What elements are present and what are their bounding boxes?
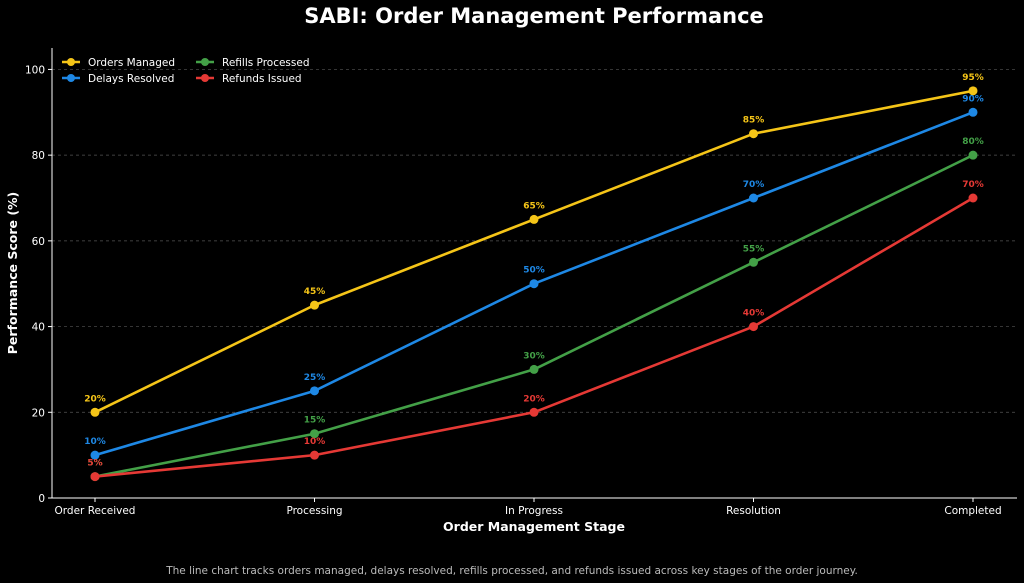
data-label-refills-processed-1: 15%	[304, 416, 326, 426]
data-point-orders-managed-3	[749, 129, 758, 139]
data-point-delays-resolved-3	[749, 193, 758, 203]
data-point-orders-managed-0	[90, 407, 100, 417]
data-label-refills-processed-0: 5%	[87, 459, 102, 469]
y-tick-label-100: 100	[25, 64, 45, 76]
data-label-orders-managed-3: 85%	[743, 116, 765, 126]
data-point-refills-processed-2	[529, 364, 539, 374]
data-point-refunds-issued-0	[90, 472, 100, 482]
series-line-refunds-issued	[93, 196, 975, 478]
x-tick-label-2: In Progress	[505, 505, 563, 517]
x-tick-label-4: Completed	[944, 505, 1001, 517]
x-tick-label-3: Resolution	[726, 505, 781, 517]
data-point-orders-managed-1	[310, 300, 319, 310]
chart-title: SABI: Order Management Performance	[304, 4, 764, 28]
data-label-refunds-issued-2: 20%	[523, 394, 545, 404]
series-lines	[90, 86, 978, 482]
x-axis-ticks: Order Received Processing In Progress Resol…	[55, 498, 1002, 517]
data-label-delays-resolved-1: 25%	[304, 373, 326, 383]
data-point-refunds-issued-3	[749, 322, 758, 332]
data-label-refunds-issued-3: 40%	[743, 309, 765, 319]
series-line-orders-managed	[93, 89, 975, 414]
data-point-refunds-issued-4	[968, 193, 978, 203]
data-label-delays-resolved-0: 10%	[84, 437, 106, 447]
data-point-orders-managed-4	[968, 86, 978, 96]
y-tick-label-20: 20	[32, 407, 45, 419]
data-label-orders-managed-1: 45%	[304, 287, 326, 297]
chart-caption: The line chart tracks orders managed, de…	[165, 565, 858, 577]
data-label-refunds-issued-4: 70%	[962, 180, 984, 190]
data-point-refunds-issued-2	[529, 407, 539, 417]
legend-marker-delays-resolved	[67, 74, 75, 82]
data-label-orders-managed-0: 20%	[84, 394, 106, 404]
y-tick-label-0: 0	[38, 493, 45, 505]
data-label-refills-processed-2: 30%	[523, 351, 545, 361]
data-labels: 20% 45% 65% 85% 95% 10% 25% 50% 70% 90% 5% 15% 30% 55…	[84, 73, 984, 469]
legend-label-refunds-issued: Refunds Issued	[222, 73, 302, 85]
data-point-delays-resolved-0	[90, 450, 100, 460]
legend: Orders Managed Delays Resolved Refills Pro…	[62, 57, 310, 85]
y-axis-ticks: 0 20 40 60 80 100	[25, 64, 52, 505]
data-point-refills-processed-3	[749, 257, 758, 267]
data-label-refills-processed-3: 55%	[743, 244, 765, 254]
data-point-refills-processed-1	[310, 429, 319, 439]
data-label-refills-processed-4: 80%	[962, 137, 984, 147]
data-point-refills-processed-4	[968, 150, 978, 160]
legend-label-refills-processed: Refills Processed	[222, 57, 310, 69]
y-tick-label-80: 80	[32, 150, 45, 162]
x-tick-label-0: Order Received	[55, 505, 136, 517]
legend-marker-orders-managed	[67, 58, 75, 66]
data-label-refunds-issued-1: 10%	[304, 437, 326, 447]
data-point-delays-resolved-4	[968, 107, 978, 117]
data-point-refunds-issued-1	[310, 450, 319, 460]
data-label-orders-managed-4: 95%	[962, 73, 984, 83]
data-label-orders-managed-2: 65%	[523, 201, 545, 211]
legend-label-orders-managed: Orders Managed	[88, 57, 175, 69]
x-tick-label-1: Processing	[286, 505, 342, 517]
y-axis-label: Performance Score (%)	[5, 192, 20, 355]
x-axis-label: Order Management Stage	[443, 519, 625, 534]
y-tick-label-60: 60	[32, 236, 45, 248]
data-point-delays-resolved-2	[529, 279, 539, 289]
data-label-delays-resolved-4: 90%	[962, 94, 984, 104]
data-label-delays-resolved-3: 70%	[743, 180, 765, 190]
data-point-orders-managed-2	[529, 214, 539, 224]
legend-marker-refills-processed	[201, 58, 209, 66]
legend-label-delays-resolved: Delays Resolved	[88, 73, 174, 85]
data-point-delays-resolved-1	[310, 386, 319, 396]
y-tick-label-40: 40	[32, 322, 45, 334]
legend-marker-refunds-issued	[201, 74, 209, 82]
data-label-refunds-issued-0: 5%	[87, 459, 102, 469]
data-label-delays-resolved-2: 50%	[523, 266, 545, 276]
